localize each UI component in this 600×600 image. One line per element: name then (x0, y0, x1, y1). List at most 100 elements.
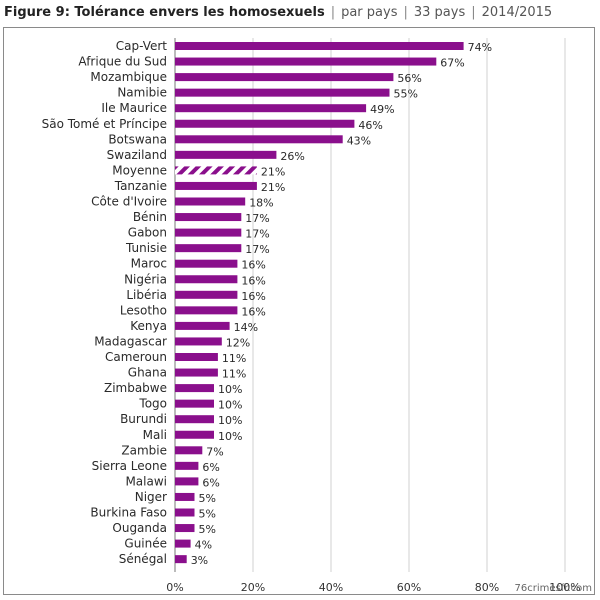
x-tick-label: 0% (166, 581, 183, 594)
bar (175, 119, 355, 128)
bar (175, 368, 218, 377)
bar (175, 539, 191, 548)
bar (175, 275, 238, 284)
category-label: Kenya (130, 319, 167, 333)
category-label: Cameroun (105, 350, 167, 364)
category-label: Burundi (120, 412, 167, 426)
bar (175, 430, 214, 439)
value-label: 7% (206, 445, 223, 458)
x-tick-label: 100% (549, 581, 580, 594)
category-label: Zambie (121, 443, 167, 457)
x-tick-label: 60% (397, 581, 421, 594)
bar (175, 399, 214, 408)
category-label: Zimbabwe (104, 381, 167, 395)
value-label: 10% (218, 383, 242, 396)
category-label: Mali (143, 428, 167, 442)
figure-title-line: Figure 9: Tolérance envers les homosexue… (4, 3, 596, 23)
figure-title: Figure 9: Tolérance envers les homosexue… (4, 5, 325, 20)
x-tick-label: 80% (475, 581, 499, 594)
value-label: 21% (261, 181, 285, 194)
category-label: São Tomé et Príncipe (42, 117, 167, 131)
bar (175, 337, 222, 346)
bar (175, 555, 187, 564)
x-tick-label: 40% (319, 581, 343, 594)
category-label: Afrique du Sud (78, 55, 167, 69)
category-label: Madagascar (94, 334, 167, 348)
category-label: Malawi (125, 474, 167, 488)
category-label: Moyenne (112, 163, 167, 177)
category-label: Cap-Vert (116, 39, 168, 53)
title-meta-count: 33 pays (413, 5, 466, 20)
value-label: 21% (261, 165, 285, 178)
value-label: 43% (347, 134, 371, 147)
value-label: 6% (202, 476, 219, 489)
category-label: Nigéria (124, 272, 167, 286)
title-separator: | (330, 5, 336, 20)
value-label: 16% (241, 305, 265, 318)
category-label: Guinée (124, 537, 167, 551)
bar (175, 306, 238, 315)
bar (175, 244, 242, 253)
value-label: 74% (468, 41, 492, 54)
bar (175, 88, 390, 97)
category-label: Maroc (131, 257, 167, 271)
value-label: 16% (241, 290, 265, 303)
category-label: Bénin (133, 210, 167, 224)
bar (175, 508, 195, 517)
bar (175, 135, 343, 144)
x-tick-label: 20% (241, 581, 265, 594)
bar (175, 524, 195, 533)
value-label: 5% (199, 508, 216, 521)
value-label: 6% (202, 461, 219, 474)
category-label: Lesotho (120, 303, 167, 317)
value-label: 26% (280, 150, 304, 163)
value-label: 17% (245, 212, 269, 225)
bar (175, 181, 257, 190)
category-label: Tanzanie (114, 179, 167, 193)
value-label: 10% (218, 414, 242, 427)
bar (175, 104, 367, 113)
bar (175, 353, 218, 361)
category-label: Mozambique (90, 70, 167, 84)
bar (175, 321, 230, 330)
bar (175, 166, 257, 175)
bar (175, 42, 464, 50)
category-label: Botswana (108, 132, 167, 146)
category-label: Namibie (117, 86, 167, 100)
watermark: 76crimesfr.com (514, 583, 592, 594)
value-label: 46% (358, 119, 382, 132)
value-label: 49% (370, 103, 394, 116)
value-label: 17% (245, 243, 269, 256)
bar (175, 415, 214, 424)
bar (175, 73, 394, 82)
bar (175, 213, 242, 222)
category-label: Sénégal (119, 552, 167, 566)
bar (175, 228, 242, 237)
value-label: 10% (218, 430, 242, 443)
bar (175, 492, 195, 501)
bar (175, 477, 199, 486)
title-separator: | (403, 5, 408, 20)
bar (175, 446, 203, 455)
category-label: Ile Maurice (101, 101, 167, 115)
value-label: 56% (397, 72, 421, 85)
value-label: 5% (199, 492, 216, 505)
value-label: 11% (222, 368, 246, 381)
title-meta-period: 2014/2015 (481, 5, 553, 20)
title-meta-country: par pays (341, 5, 398, 20)
value-label: 10% (218, 399, 242, 412)
bar (175, 57, 437, 66)
category-label: Ouganda (112, 521, 167, 535)
value-label: 16% (241, 259, 265, 272)
value-label: 16% (241, 274, 265, 287)
value-label: 18% (249, 197, 273, 210)
category-label: Gabon (128, 226, 167, 240)
category-label: Tunisie (125, 241, 167, 255)
category-label: Sierra Leone (92, 459, 167, 473)
value-label: 17% (245, 228, 269, 241)
value-label: 3% (191, 554, 208, 567)
category-label: Ghana (128, 366, 167, 380)
bar (175, 290, 238, 299)
bar (175, 197, 246, 206)
value-label: 55% (394, 88, 418, 101)
